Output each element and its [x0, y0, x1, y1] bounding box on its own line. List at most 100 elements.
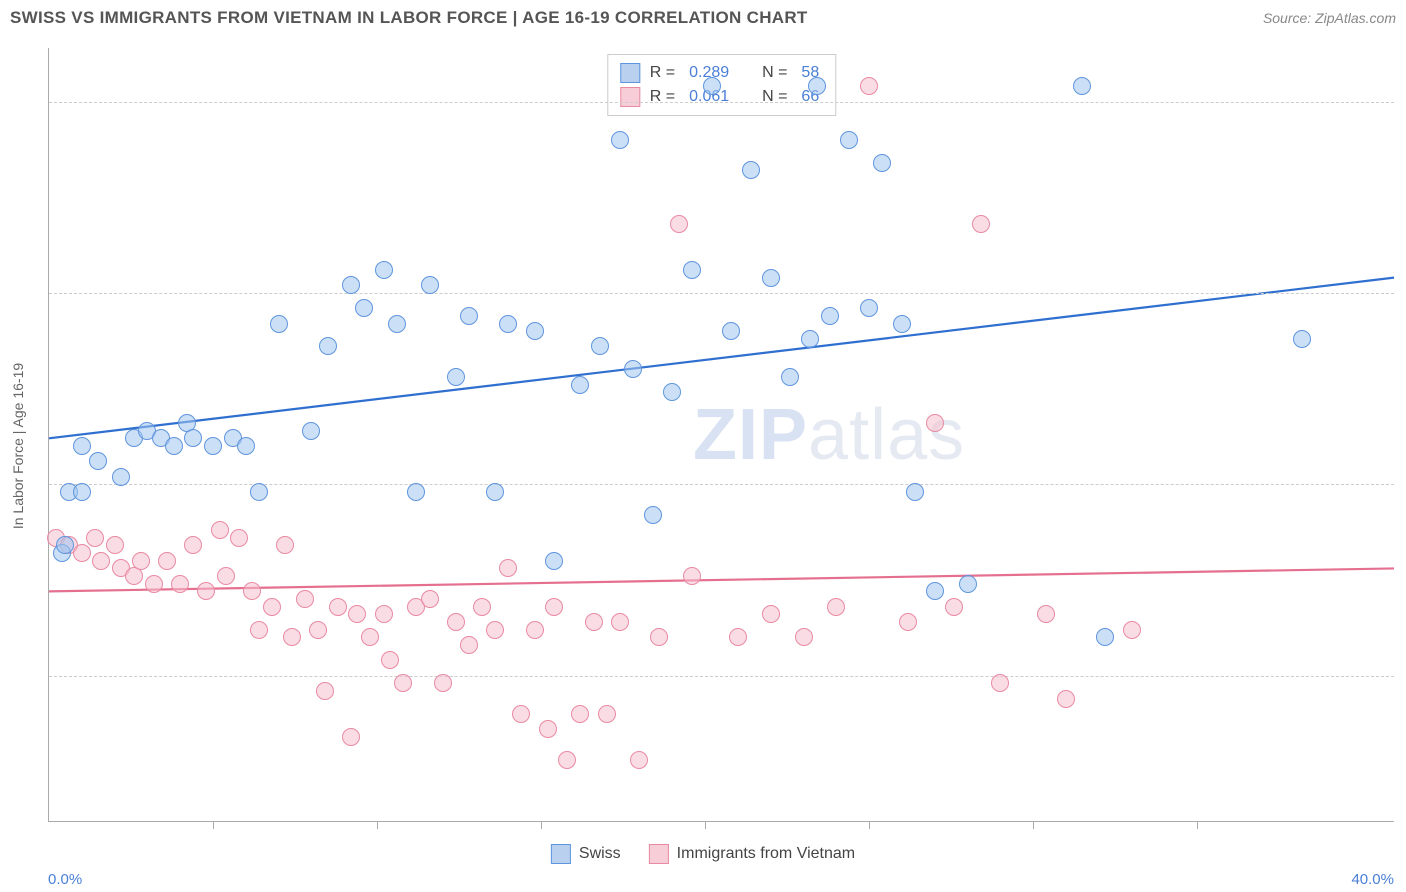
vietnam-point — [558, 751, 576, 769]
vietnam-point — [860, 77, 878, 95]
swiss-point — [703, 77, 721, 95]
vietnam-point — [526, 621, 544, 639]
vietnam-point — [250, 621, 268, 639]
legend-swatch — [649, 844, 669, 864]
vietnam-point — [421, 590, 439, 608]
vietnam-point — [243, 582, 261, 600]
swiss-point — [355, 299, 373, 317]
legend-stat-row: R =0.289 N =58 — [620, 61, 823, 85]
swiss-point — [926, 582, 944, 600]
vietnam-point — [571, 705, 589, 723]
swiss-point — [165, 437, 183, 455]
vietnam-point — [611, 613, 629, 631]
vietnam-point — [460, 636, 478, 654]
vietnam-point — [92, 552, 110, 570]
swiss-point — [906, 483, 924, 501]
x-tick — [213, 821, 214, 829]
vietnam-point — [598, 705, 616, 723]
vietnam-point — [171, 575, 189, 593]
vietnam-point — [309, 621, 327, 639]
vietnam-point — [899, 613, 917, 631]
swiss-point — [112, 468, 130, 486]
swiss-point — [663, 383, 681, 401]
swiss-point — [1073, 77, 1091, 95]
y-axis-label: In Labor Force | Age 16-19 — [10, 363, 26, 529]
vietnam-point — [512, 705, 530, 723]
swiss-point — [342, 276, 360, 294]
vietnam-point — [296, 590, 314, 608]
vietnam-point — [434, 674, 452, 692]
vietnam-point — [1037, 605, 1055, 623]
swiss-point — [873, 154, 891, 172]
swiss-point — [460, 307, 478, 325]
swiss-point — [1293, 330, 1311, 348]
swiss-point — [959, 575, 977, 593]
legend-stats: R =0.289 N =58R =0.061 N =66 — [607, 54, 836, 116]
swiss-point — [801, 330, 819, 348]
swiss-point — [447, 368, 465, 386]
swiss-point — [611, 131, 629, 149]
swiss-point — [421, 276, 439, 294]
vietnam-point — [158, 552, 176, 570]
vietnam-point — [361, 628, 379, 646]
vietnam-point — [1123, 621, 1141, 639]
vietnam-point — [211, 521, 229, 539]
vietnam-point — [263, 598, 281, 616]
vietnam-point — [539, 720, 557, 738]
swiss-point — [237, 437, 255, 455]
watermark: ZIPatlas — [693, 394, 965, 476]
chart-area: ZIPatlas R =0.289 N =58R =0.061 N =66 25… — [48, 48, 1394, 822]
swiss-point — [893, 315, 911, 333]
swiss-point — [73, 437, 91, 455]
swiss-point — [840, 131, 858, 149]
legend-stat-row: R =0.061 N =66 — [620, 85, 823, 109]
swiss-point — [270, 315, 288, 333]
x-tick — [705, 821, 706, 829]
vietnam-point — [283, 628, 301, 646]
x-tick — [1197, 821, 1198, 829]
vietnam-point — [795, 628, 813, 646]
x-tick — [377, 821, 378, 829]
y-tick-label: 25.0% — [1402, 667, 1406, 684]
vietnam-point — [106, 536, 124, 554]
swiss-point — [624, 360, 642, 378]
gridline — [49, 102, 1394, 103]
swiss-point — [89, 452, 107, 470]
legend-swatch — [620, 87, 640, 107]
vietnam-point — [132, 552, 150, 570]
swiss-point — [591, 337, 609, 355]
x-tick — [869, 821, 870, 829]
vietnam-point — [499, 559, 517, 577]
swiss-point — [302, 422, 320, 440]
y-tick-label: 50.0% — [1402, 476, 1406, 493]
vietnam-point — [762, 605, 780, 623]
vietnam-point — [972, 215, 990, 233]
swiss-point — [571, 376, 589, 394]
swiss-point — [526, 322, 544, 340]
swiss-point — [486, 483, 504, 501]
swiss-point — [722, 322, 740, 340]
vietnam-point — [545, 598, 563, 616]
vietnam-point — [473, 598, 491, 616]
legend-swatch — [551, 844, 571, 864]
vietnam-point — [348, 605, 366, 623]
vietnam-point — [945, 598, 963, 616]
swiss-point — [319, 337, 337, 355]
swiss-point — [644, 506, 662, 524]
vietnam-point — [1057, 690, 1075, 708]
vietnam-point — [73, 544, 91, 562]
swiss-point — [742, 161, 760, 179]
source-label: Source: ZipAtlas.com — [1263, 10, 1396, 26]
legend-swatch — [620, 63, 640, 83]
x-tick — [541, 821, 542, 829]
vietnam-point — [145, 575, 163, 593]
swiss-point — [545, 552, 563, 570]
swiss-point — [1096, 628, 1114, 646]
vietnam-point — [184, 536, 202, 554]
swiss-point — [821, 307, 839, 325]
vietnam-point — [276, 536, 294, 554]
vietnam-point — [683, 567, 701, 585]
vietnam-point — [991, 674, 1009, 692]
y-tick-label: 100.0% — [1402, 93, 1406, 110]
gridline — [49, 293, 1394, 294]
